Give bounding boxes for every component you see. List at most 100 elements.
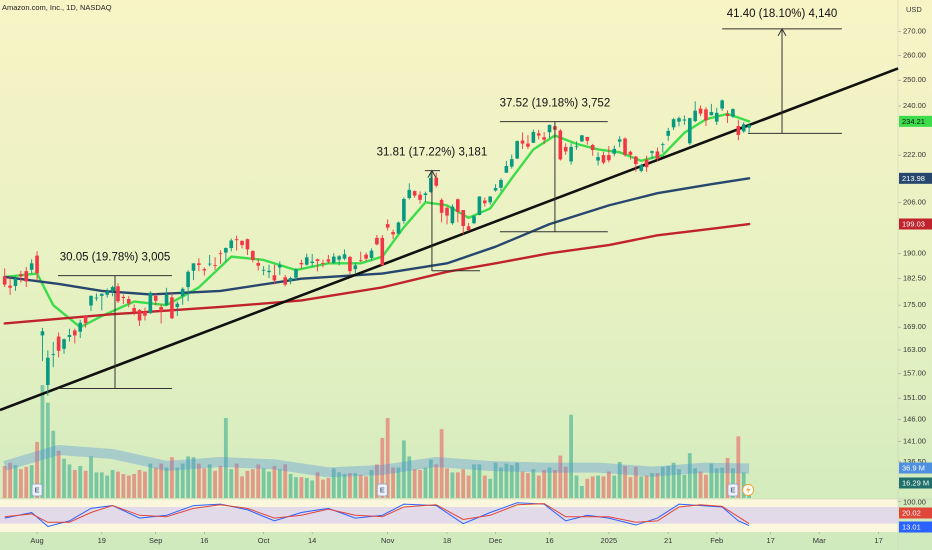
x-tick-label: 2025 <box>601 536 618 545</box>
x-tick-label: Oct <box>258 536 271 545</box>
candle-body <box>526 143 530 147</box>
volume-bar <box>299 477 304 498</box>
candle-body <box>2 276 7 285</box>
candle-body <box>56 336 61 351</box>
volume-bar <box>272 465 277 498</box>
candle-body <box>8 285 12 288</box>
candle-body <box>590 144 595 151</box>
volume-bar <box>623 465 627 498</box>
volume-bar <box>369 469 374 498</box>
volume-bar <box>304 477 309 498</box>
volume-bar <box>391 467 395 498</box>
candle-body <box>488 196 492 203</box>
measure-label: 31.81 (17.22%) 3,181 <box>377 147 488 159</box>
x-tick-label: 14 <box>308 536 316 545</box>
candle-body <box>617 139 622 142</box>
oscillator-band-layer <box>0 506 898 524</box>
candle-body <box>251 250 255 260</box>
candle-body <box>558 130 563 160</box>
volume-bar <box>666 465 671 498</box>
currency-label: USD <box>906 5 922 14</box>
volume-bar <box>693 468 698 498</box>
volume-bar <box>461 469 466 498</box>
volume-bar <box>229 469 234 498</box>
candle-body <box>547 124 552 133</box>
volume-bar <box>698 471 703 498</box>
y-tick-label: 240.00 <box>903 101 926 110</box>
volume-bar <box>504 463 509 498</box>
volume-bar <box>310 480 315 498</box>
volume-bar <box>596 475 600 498</box>
y-tick-label: 151.00 <box>903 393 926 402</box>
candle-body <box>170 297 174 319</box>
volume-bar <box>116 471 120 498</box>
volume-bar <box>18 469 23 498</box>
candle-body <box>331 256 336 263</box>
candle-body <box>536 133 541 136</box>
candle-body <box>40 331 45 336</box>
volume-bar <box>542 469 547 498</box>
oscillator-last-value-box <box>899 507 932 519</box>
candle-body <box>445 207 449 216</box>
candle-body <box>434 177 439 186</box>
volume-bar <box>736 436 741 498</box>
candle-body <box>326 259 331 262</box>
candle-body <box>358 260 363 262</box>
volume-bar <box>450 472 455 498</box>
volume-bar <box>439 429 444 498</box>
volume-bar <box>348 473 352 498</box>
candle-body <box>283 277 288 285</box>
volume-bar <box>78 465 83 498</box>
candle-body <box>671 119 676 128</box>
x-tick-label: 17 <box>874 536 882 545</box>
volume-bar <box>288 473 293 498</box>
volume-bar <box>579 485 584 498</box>
oscillator-line <box>4 503 750 525</box>
candle-body <box>186 271 190 288</box>
volume-bar <box>213 470 217 498</box>
volume-bar <box>234 463 239 498</box>
candle-body <box>29 263 34 270</box>
volume-bar <box>493 462 498 498</box>
candle-body <box>83 315 88 324</box>
candle-body <box>240 240 244 246</box>
volume-bar <box>380 437 385 498</box>
candle-body <box>714 112 719 122</box>
volume-bar <box>337 472 342 498</box>
candle-body <box>596 157 600 161</box>
candle-body <box>164 294 169 306</box>
candle-body <box>375 237 379 245</box>
candle-body <box>612 148 617 154</box>
volume-bar <box>45 402 50 498</box>
candle-body <box>439 199 444 213</box>
volume-bar <box>466 475 471 498</box>
volume-bar <box>520 471 525 498</box>
candle-body <box>197 263 201 266</box>
volume-bar <box>277 469 282 498</box>
volume-bar <box>725 457 730 498</box>
volume-bar <box>741 472 746 498</box>
volume-bar <box>574 475 579 498</box>
candle-body <box>348 256 352 272</box>
y-tick-label: 182.50 <box>903 274 926 283</box>
candle-body <box>353 265 358 270</box>
measure-arrow <box>777 27 787 37</box>
y-tick-label: 141.00 <box>903 436 926 445</box>
oscillator-last-value: 13.01 <box>902 522 921 531</box>
y-tick-label: 146.00 <box>903 414 926 423</box>
volume-bar <box>256 464 261 498</box>
oscillator-band <box>0 506 898 524</box>
candle-body <box>499 180 503 188</box>
candle-body <box>472 216 476 224</box>
candle-body <box>650 151 654 153</box>
x-tick-label: 21 <box>664 536 672 545</box>
x-tick-label: Aug <box>30 536 43 545</box>
earnings-label: E <box>730 485 735 494</box>
volume-bar <box>153 467 158 498</box>
volume-bar <box>569 414 574 498</box>
earnings-label: E <box>35 485 40 494</box>
earnings-marker <box>31 483 43 497</box>
candle-body <box>78 322 83 332</box>
volume-ma-last-value: 36.9 M <box>902 463 925 472</box>
